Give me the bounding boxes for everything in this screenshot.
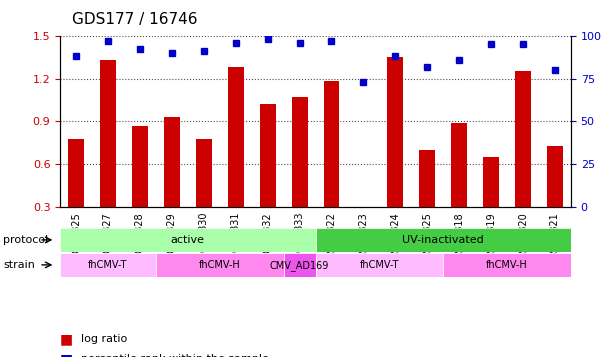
Text: strain: strain — [3, 260, 35, 270]
FancyBboxPatch shape — [284, 253, 316, 277]
Text: fhCMV-H: fhCMV-H — [199, 260, 240, 270]
Bar — [291, 97, 308, 250]
Bar — [451, 123, 467, 250]
Bar — [419, 150, 435, 250]
Text: fhCMV-H: fhCMV-H — [486, 260, 528, 270]
Bar — [355, 207, 371, 250]
Bar — [132, 126, 148, 250]
Text: percentile rank within the sample: percentile rank within the sample — [81, 354, 269, 357]
Text: protocol: protocol — [3, 235, 48, 245]
Bar — [228, 67, 243, 250]
Bar — [196, 139, 212, 250]
Text: GDS177 / 16746: GDS177 / 16746 — [72, 12, 198, 27]
Text: CMV_AD169: CMV_AD169 — [270, 260, 329, 271]
FancyBboxPatch shape — [443, 253, 571, 277]
Text: fhCMV-T: fhCMV-T — [88, 260, 127, 270]
FancyBboxPatch shape — [60, 253, 156, 277]
Text: UV-inactivated: UV-inactivated — [402, 235, 484, 245]
FancyBboxPatch shape — [60, 228, 316, 252]
FancyBboxPatch shape — [316, 253, 443, 277]
Bar — [68, 139, 84, 250]
Bar — [100, 60, 116, 250]
Bar — [323, 81, 340, 250]
FancyBboxPatch shape — [316, 228, 571, 252]
Bar — [547, 146, 563, 250]
Text: log ratio: log ratio — [81, 334, 127, 344]
Bar — [260, 104, 276, 250]
Bar — [515, 71, 531, 250]
Bar — [483, 157, 499, 250]
Text: ■: ■ — [60, 352, 73, 357]
Bar — [388, 57, 403, 250]
FancyBboxPatch shape — [156, 253, 284, 277]
Bar — [164, 117, 180, 250]
Text: active: active — [171, 235, 205, 245]
Text: ■: ■ — [60, 332, 73, 346]
Text: fhCMV-T: fhCMV-T — [359, 260, 399, 270]
